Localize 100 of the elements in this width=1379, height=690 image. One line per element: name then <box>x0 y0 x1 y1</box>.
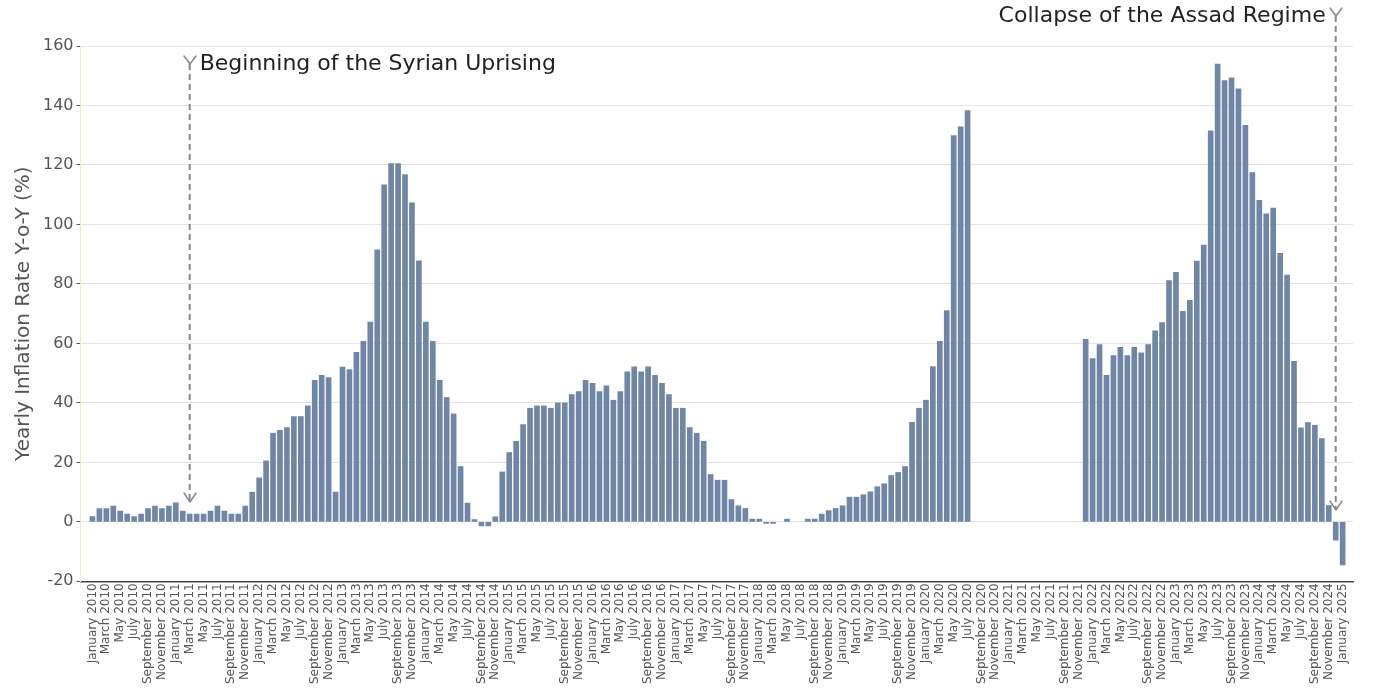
y-tick-label: 120 <box>42 154 74 174</box>
x-tick-label: September 2017 <box>723 583 738 685</box>
x-tick-label: September 2022 <box>1140 583 1155 685</box>
y-tick-label: 160 <box>42 35 74 55</box>
bar <box>784 518 790 522</box>
y-tick-label: 100 <box>42 213 74 233</box>
x-tick-label: March 2017 <box>681 583 696 655</box>
x-tick-label: May 2014 <box>445 583 460 643</box>
y-tick-label: 80 <box>53 273 74 293</box>
x-tick-label: January 2025 <box>1334 583 1349 665</box>
x-tick-label: July 2013 <box>376 583 391 641</box>
x-tick-label: January 2014 <box>417 583 432 665</box>
y-tick-label: 40 <box>53 392 74 412</box>
ref-line-label: Beginning of the Syrian Uprising <box>199 49 556 75</box>
x-tick-label: January 2010 <box>84 583 99 665</box>
x-tick-label: July 2015 <box>542 583 557 641</box>
x-tick-label: July 2014 <box>459 583 474 641</box>
bar <box>735 505 742 522</box>
x-tick-label: September 2023 <box>1223 583 1238 685</box>
x-tick-label: July 2017 <box>709 583 724 641</box>
x-tick-label: March 2021 <box>1015 583 1030 655</box>
ref-line-label: Collapse of the Assad Regime <box>998 1 1326 27</box>
x-tick-label: July 2020 <box>959 583 974 641</box>
x-tick-label: January 2023 <box>1168 583 1183 665</box>
x-tick-label: March 2014 <box>431 583 446 655</box>
y-tick-label: -20 <box>47 570 74 590</box>
x-tick-label: November 2024 <box>1320 583 1335 681</box>
x-tick-label: November 2014 <box>487 583 502 681</box>
x-tick-label: May 2024 <box>1279 583 1294 643</box>
x-tick-label: July 2010 <box>126 583 141 641</box>
x-tick-label: September 2021 <box>1056 583 1071 685</box>
x-tick-label: January 2021 <box>1001 583 1016 665</box>
x-tick-label: November 2021 <box>1070 583 1085 681</box>
x-tick-label: March 2015 <box>515 583 530 655</box>
x-tick-label: September 2024 <box>1306 583 1321 685</box>
x-tick-label: July 2018 <box>793 583 808 641</box>
x-tick-label: September 2016 <box>640 583 655 685</box>
x-tick-label: September 2020 <box>973 583 988 685</box>
x-tick-label: May 2010 <box>112 583 127 643</box>
y-tick-label: 60 <box>53 332 74 352</box>
x-tick-label: November 2019 <box>904 583 919 681</box>
x-tick-label: July 2011 <box>209 583 224 641</box>
x-tick-label: November 2012 <box>320 583 335 681</box>
x-tick-label: July 2016 <box>626 583 641 641</box>
x-tick-label: May 2021 <box>1029 583 1044 643</box>
x-tick-label: January 2019 <box>834 583 849 665</box>
x-tick-label: November 2017 <box>737 583 752 681</box>
x-tick-label: May 2020 <box>945 583 960 643</box>
x-tick-label: March 2013 <box>348 583 363 655</box>
x-tick-label: January 2022 <box>1084 583 1099 665</box>
y-tick-label: 20 <box>53 451 74 471</box>
x-tick-label: January 2012 <box>251 583 266 665</box>
x-tick-label: September 2010 <box>140 583 155 685</box>
x-tick-label: May 2017 <box>695 583 710 643</box>
x-tick-label: January 2013 <box>334 583 349 665</box>
x-tick-label: July 2012 <box>292 583 307 641</box>
x-tick-label: January 2024 <box>1251 583 1266 665</box>
x-tick-label: March 2010 <box>98 583 113 655</box>
x-tick-label: May 2022 <box>1112 583 1127 643</box>
bar <box>860 494 867 522</box>
x-tick-label: July 2019 <box>876 583 891 641</box>
x-tick-label: January 2017 <box>668 583 683 665</box>
x-tick-label: May 2013 <box>362 583 377 643</box>
x-tick-label: May 2012 <box>279 583 294 643</box>
x-tick-label: November 2016 <box>654 583 669 681</box>
x-tick-label: September 2011 <box>223 583 238 685</box>
bar <box>728 499 735 522</box>
x-tick-label: March 2018 <box>765 583 780 655</box>
x-tick-label: January 2015 <box>501 583 516 665</box>
x-tick-label: November 2020 <box>987 583 1002 681</box>
x-tick-label: November 2015 <box>570 583 585 681</box>
x-tick-label: May 2016 <box>612 583 627 643</box>
x-tick-label: November 2010 <box>154 583 169 681</box>
bar <box>96 508 103 522</box>
x-tick-label: July 2021 <box>1043 583 1058 641</box>
x-tick-label: July 2022 <box>1126 583 1141 641</box>
x-tick-label: January 2020 <box>918 583 933 665</box>
bar <box>89 516 96 522</box>
x-tick-label: March 2023 <box>1181 583 1196 655</box>
x-tick-label: September 2015 <box>556 583 571 685</box>
x-tick-label: November 2022 <box>1154 583 1169 681</box>
bar <box>839 505 846 522</box>
x-tick-label: November 2013 <box>404 583 419 681</box>
x-tick-label: March 2011 <box>181 583 196 655</box>
x-tick-label: January 2018 <box>751 583 766 665</box>
x-tick-label: May 2019 <box>862 583 877 643</box>
x-tick-label: March 2022 <box>1098 583 1113 655</box>
x-tick-label: January 2011 <box>167 583 182 665</box>
x-tick-label: March 2016 <box>598 583 613 655</box>
x-tick-label: September 2012 <box>306 583 321 685</box>
x-tick-label: March 2020 <box>931 583 946 655</box>
x-tick-label: March 2019 <box>848 583 863 655</box>
x-tick-label: March 2012 <box>265 583 280 655</box>
x-tick-label: May 2018 <box>779 583 794 643</box>
y-tick-label: 0 <box>63 510 74 530</box>
y-axis-title: Yearly Inflation Rate Y-o-Y (%) <box>10 166 35 462</box>
bar <box>471 519 478 522</box>
x-tick-label: July 2024 <box>1293 583 1308 641</box>
x-tick-label: May 2015 <box>529 583 544 643</box>
x-tick-label: September 2014 <box>473 583 488 685</box>
